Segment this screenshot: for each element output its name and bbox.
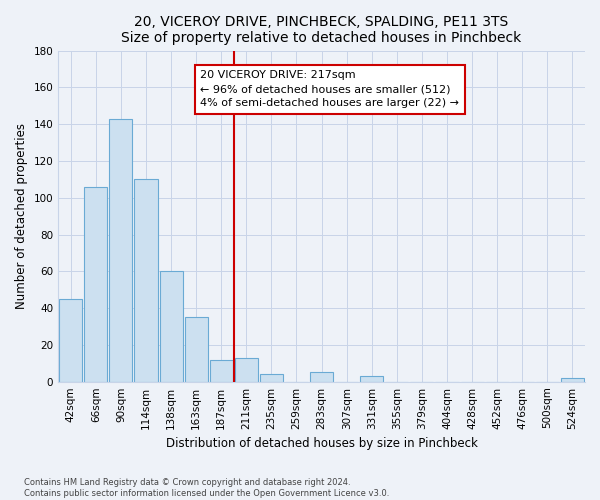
Bar xyxy=(235,358,258,382)
Bar xyxy=(360,376,383,382)
Y-axis label: Number of detached properties: Number of detached properties xyxy=(15,123,28,309)
Title: 20, VICEROY DRIVE, PINCHBECK, SPALDING, PE11 3TS
Size of property relative to de: 20, VICEROY DRIVE, PINCHBECK, SPALDING, … xyxy=(121,15,522,45)
Bar xyxy=(109,118,133,382)
Bar xyxy=(185,318,208,382)
Bar xyxy=(260,374,283,382)
Bar xyxy=(59,299,82,382)
Bar xyxy=(310,372,333,382)
X-axis label: Distribution of detached houses by size in Pinchbeck: Distribution of detached houses by size … xyxy=(166,437,478,450)
Bar xyxy=(134,180,158,382)
Bar xyxy=(160,272,182,382)
Text: 20 VICEROY DRIVE: 217sqm
← 96% of detached houses are smaller (512)
4% of semi-d: 20 VICEROY DRIVE: 217sqm ← 96% of detach… xyxy=(200,70,460,108)
Bar xyxy=(209,360,233,382)
Bar xyxy=(561,378,584,382)
Text: Contains HM Land Registry data © Crown copyright and database right 2024.
Contai: Contains HM Land Registry data © Crown c… xyxy=(24,478,389,498)
Bar xyxy=(84,186,107,382)
